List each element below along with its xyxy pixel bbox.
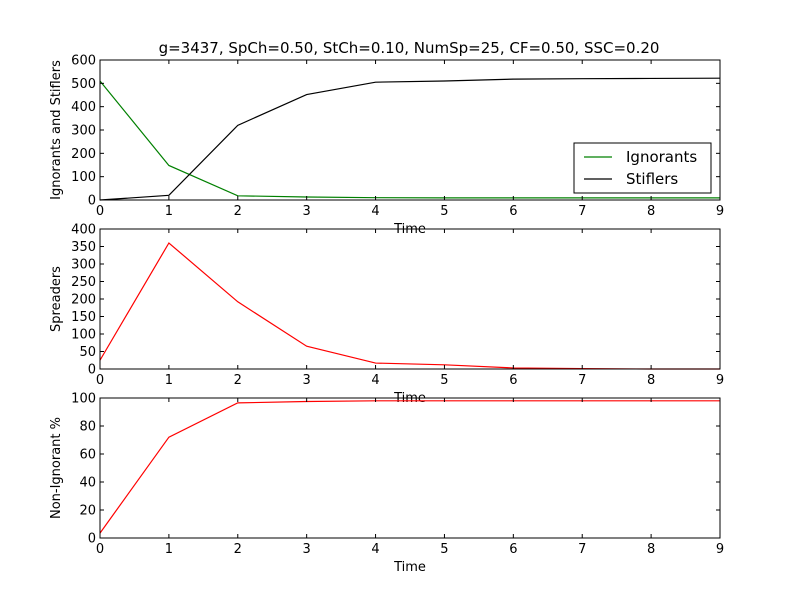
plot-ignorants-stiflers: 0 1 2 3 4 5 6 7 8 90100200300400500600TimeIgnoran… <box>49 54 724 238</box>
y-tick-label: 300 <box>71 124 96 139</box>
x-tick-label: 0 <box>96 373 104 388</box>
y-tick-label: 50 <box>79 345 96 360</box>
x-tick-label: 2 <box>234 542 242 557</box>
legend-box <box>573 142 712 194</box>
legend-label-stiflers: Stiflers <box>626 170 678 188</box>
plot-spreaders: 0 1 2 3 4 5 6 7 8 9050100150200250300350400TimeSp… <box>49 223 724 407</box>
y-tick-label: 0 <box>88 532 96 547</box>
x-tick-label: 4 <box>371 204 379 219</box>
x-tick-label: 8 <box>647 204 655 219</box>
y-tick-label: 0 <box>88 194 96 209</box>
x-tick-label: 4 <box>371 373 379 388</box>
y-tick-label: 600 <box>71 54 96 69</box>
chart-title: g=3437, SpCh=0.50, StCh=0.10, NumSp=25, … <box>159 39 660 57</box>
x-tick-label: 7 <box>578 204 586 219</box>
y-tick-label: 100 <box>71 170 96 185</box>
x-tick-label: 7 <box>578 373 586 388</box>
y-tick-label: 350 <box>71 240 96 255</box>
y-tick-label: 400 <box>71 100 96 115</box>
series-line-spreaders-0 <box>99 242 720 370</box>
x-tick-label: 0 <box>96 204 104 219</box>
legend: Ignorants Stiflers <box>573 142 712 194</box>
x-tick-label: 1 <box>165 204 173 219</box>
y-tick-label: 400 <box>71 223 96 238</box>
x-tick-label: 0 <box>96 542 104 557</box>
y-axis-label: Spreaders <box>49 266 64 332</box>
x-tick-label: 3 <box>303 373 311 388</box>
x-tick-label: 8 <box>647 542 655 557</box>
y-tick-label: 60 <box>79 448 96 463</box>
y-tick-label: 250 <box>71 275 96 290</box>
x-tick-label: 6 <box>509 373 517 388</box>
series-line-non-ignorant-0 <box>99 400 720 534</box>
x-tick-label: 2 <box>234 373 242 388</box>
x-tick-label: 1 <box>165 373 173 388</box>
x-tick-label: 3 <box>303 542 311 557</box>
x-tick-label: 6 <box>509 204 517 219</box>
x-tick-label: 8 <box>647 373 655 388</box>
plot-non-ignorant: 0 1 2 3 4 5 6 7 8 9 0 20 40 60 80 100 Time Non-Ignorant % <box>49 392 724 576</box>
x-tick-label: 4 <box>371 542 379 557</box>
y-tick-label: 200 <box>71 147 96 162</box>
x-tick-label: 2 <box>234 204 242 219</box>
x-tick-label: 3 <box>303 204 311 219</box>
x-tick-label: 9 <box>716 542 724 557</box>
series-line-stiflers <box>99 77 721 201</box>
y-axis-label: Ignorants and Stiflers <box>49 60 64 200</box>
x-axis-label: Time <box>393 560 426 575</box>
y-tick-label: 0 <box>88 363 96 378</box>
y-tick-label: 150 <box>71 310 96 325</box>
x-tick-label: 7 <box>578 542 586 557</box>
y-axis-label: Non-Ignorant % <box>49 417 64 519</box>
x-tick-label: 9 <box>716 204 724 219</box>
x-tick-label: 5 <box>440 542 448 557</box>
y-tick-label: 40 <box>79 476 96 491</box>
plot-frame <box>99 397 721 539</box>
y-tick-label: 200 <box>71 293 96 308</box>
y-tick-label: 300 <box>71 258 96 273</box>
x-tick-label: 1 <box>165 542 173 557</box>
legend-label-ignorants: Ignorants <box>626 148 697 166</box>
y-tick-label: 20 <box>79 504 96 519</box>
x-tick-label: 6 <box>509 542 517 557</box>
x-tick-label: 9 <box>716 373 724 388</box>
y-tick-label: 100 <box>71 392 96 407</box>
y-tick-label: 100 <box>71 328 96 343</box>
series-line-ignorants <box>99 80 720 199</box>
x-tick-label: 5 <box>440 204 448 219</box>
x-tick-label: 5 <box>440 373 448 388</box>
plot-frame <box>99 228 721 370</box>
y-tick-label: 80 <box>79 420 96 435</box>
y-tick-label: 500 <box>71 77 96 92</box>
